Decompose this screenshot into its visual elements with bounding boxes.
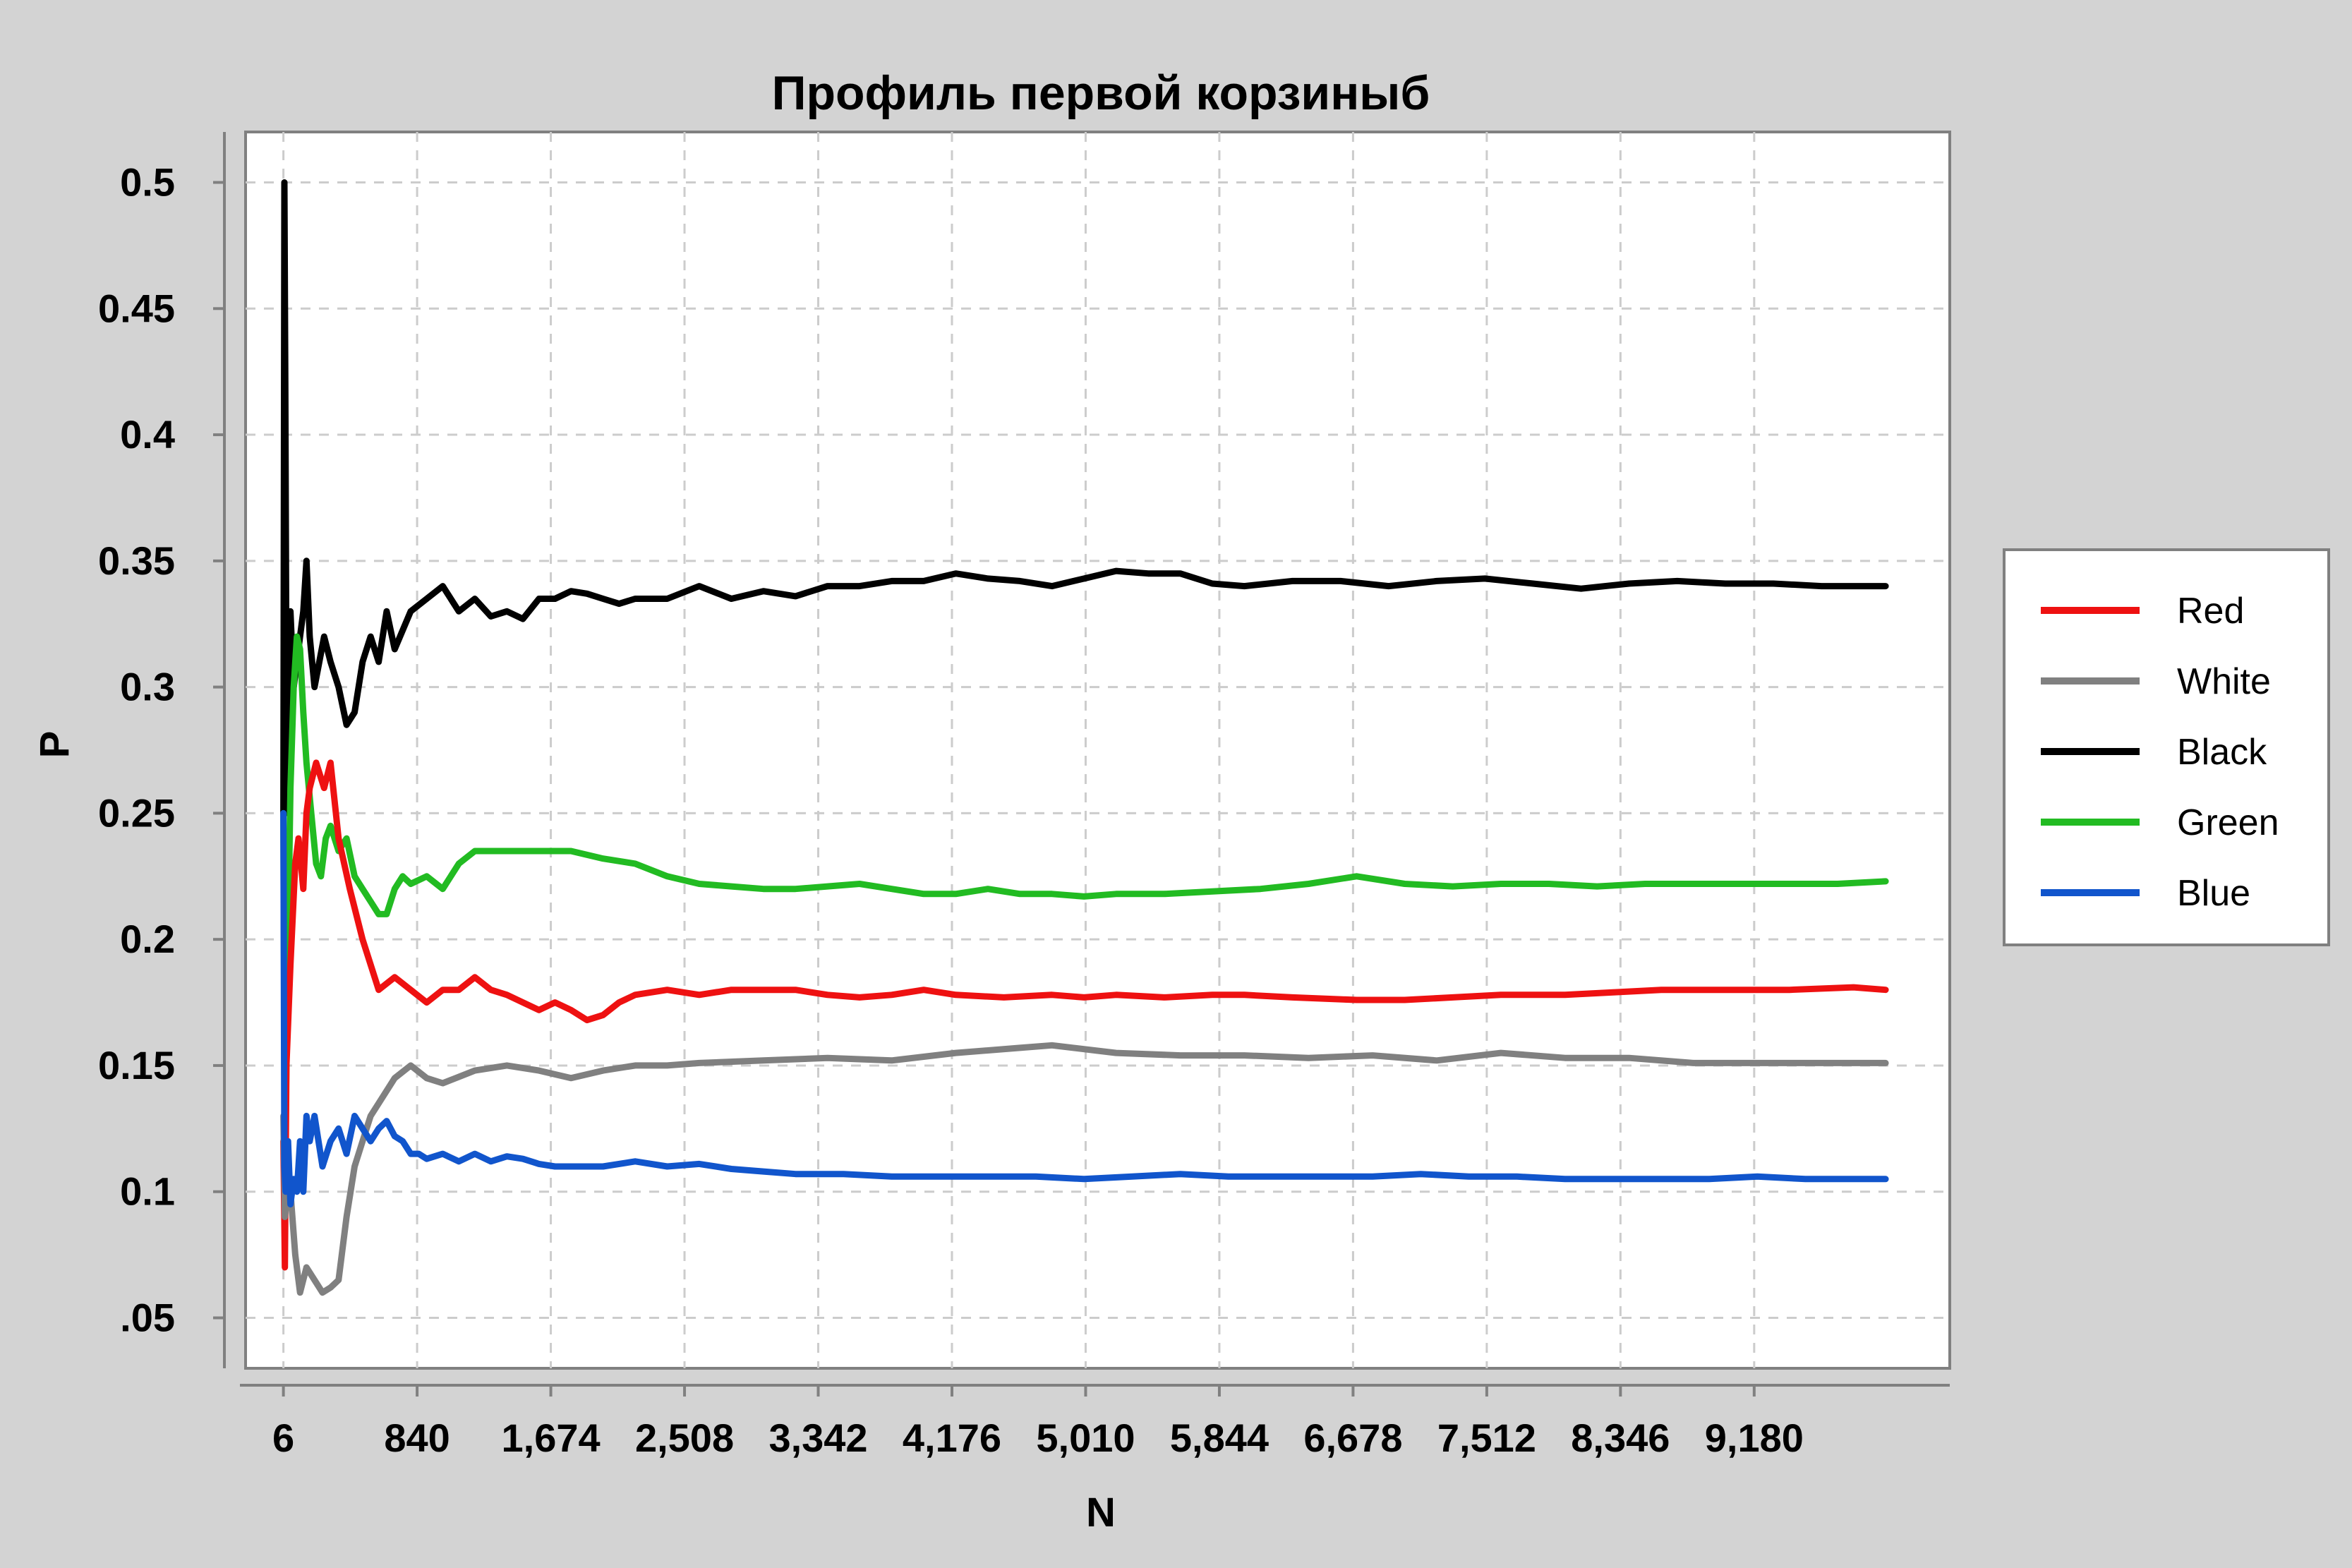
x-tick-label: 5,844 xyxy=(1170,1416,1269,1460)
x-axis: 6 840 1,674 2,508 3,342 4,176 5,010 5,844 6,678 7… xyxy=(240,1384,1950,1460)
series-line-green xyxy=(280,633,1889,1195)
x-tick-label: 6,678 xyxy=(1303,1416,1402,1460)
legend-label-black: Black xyxy=(2177,732,2267,773)
y-tick-label: 0.4 xyxy=(120,412,175,457)
legend-label-red: Red xyxy=(2177,591,2244,632)
y-tick-label: 0.2 xyxy=(120,917,175,961)
series-line-black xyxy=(280,179,1889,816)
legend-label-blue: Blue xyxy=(2177,873,2250,914)
legend: Red White Black Green Blue xyxy=(2003,548,2330,946)
y-tick-label: 0.45 xyxy=(98,286,175,330)
x-tick-label: 9,180 xyxy=(1705,1416,1804,1460)
y-tick-label: .05 xyxy=(120,1295,175,1339)
x-tick-label: 840 xyxy=(384,1416,450,1460)
series-line-red xyxy=(280,759,1889,1271)
legend-label-white: White xyxy=(2177,661,2271,702)
x-tick-label: 1,674 xyxy=(501,1416,600,1460)
y-axis: .05 0.1 0.15 0.2 0.25 0.3 0.35 0.4 0.45 0.5 xyxy=(98,132,226,1368)
legend-label-green: Green xyxy=(2177,802,2279,843)
y-tick-label: 0.25 xyxy=(98,790,175,835)
y-tick-label: 0.15 xyxy=(98,1043,175,1087)
x-tick-label: 7,512 xyxy=(1437,1416,1536,1460)
y-axis-title: P xyxy=(32,731,78,759)
chart-title: Профиль первой корзиныб xyxy=(772,66,1430,120)
x-tick-label: 4,176 xyxy=(903,1416,1001,1460)
y-tick-label: 0.35 xyxy=(98,538,175,583)
y-tick-label: 0.5 xyxy=(120,160,175,205)
series-line-blue xyxy=(280,809,1889,1208)
x-tick-label: 8,346 xyxy=(1571,1416,1670,1460)
x-axis-title: N xyxy=(1086,1490,1116,1536)
y-tick-label: 0.3 xyxy=(120,665,175,709)
x-tick-label: 6 xyxy=(272,1416,294,1460)
series-lines xyxy=(280,179,1889,1296)
series-line-white xyxy=(280,1042,1889,1296)
y-tick-label: 0.1 xyxy=(120,1169,175,1214)
legend-box xyxy=(2003,548,2330,946)
x-tick-label: 2,508 xyxy=(635,1416,734,1460)
x-tick-label: 3,342 xyxy=(768,1416,867,1460)
plot-area xyxy=(244,131,1951,1370)
x-tick-label: 5,010 xyxy=(1036,1416,1135,1460)
